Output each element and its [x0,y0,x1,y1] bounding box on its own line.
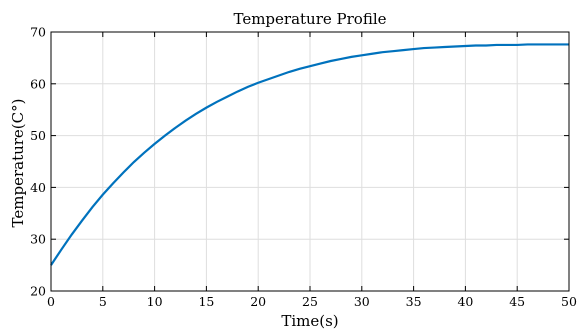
y-tick-label: 60 [30,76,46,91]
x-tick-label: 10 [147,294,163,309]
series-line [50,43,569,266]
axis-ticks: 0 5 10 15 20 25 30 35 40 45 50 20 30 40 50 60 70 [30,25,577,310]
chart-title: Temperature Profile [233,10,386,28]
y-tick-label: 70 [30,25,46,40]
x-tick-label: 20 [250,294,266,309]
x-tick-label: 30 [354,294,370,309]
grid-lines [51,32,569,291]
x-tick-label: 45 [509,294,525,309]
y-tick-label: 40 [30,180,46,195]
y-tick-label: 20 [30,284,46,299]
x-tick-label: 15 [198,294,214,309]
x-tick-label: 25 [302,294,318,309]
x-tick-label: 40 [457,294,473,309]
x-tick-label: 35 [406,294,422,309]
x-axis-label: Time(s) [281,312,338,330]
x-tick-label: 50 [561,294,577,309]
y-axis-label: Temperature(C°) [9,99,27,228]
y-tick-label: 50 [30,128,46,143]
y-tick-label: 30 [30,232,46,247]
x-tick-label: 5 [99,294,107,309]
x-tick-label: 0 [47,294,55,309]
